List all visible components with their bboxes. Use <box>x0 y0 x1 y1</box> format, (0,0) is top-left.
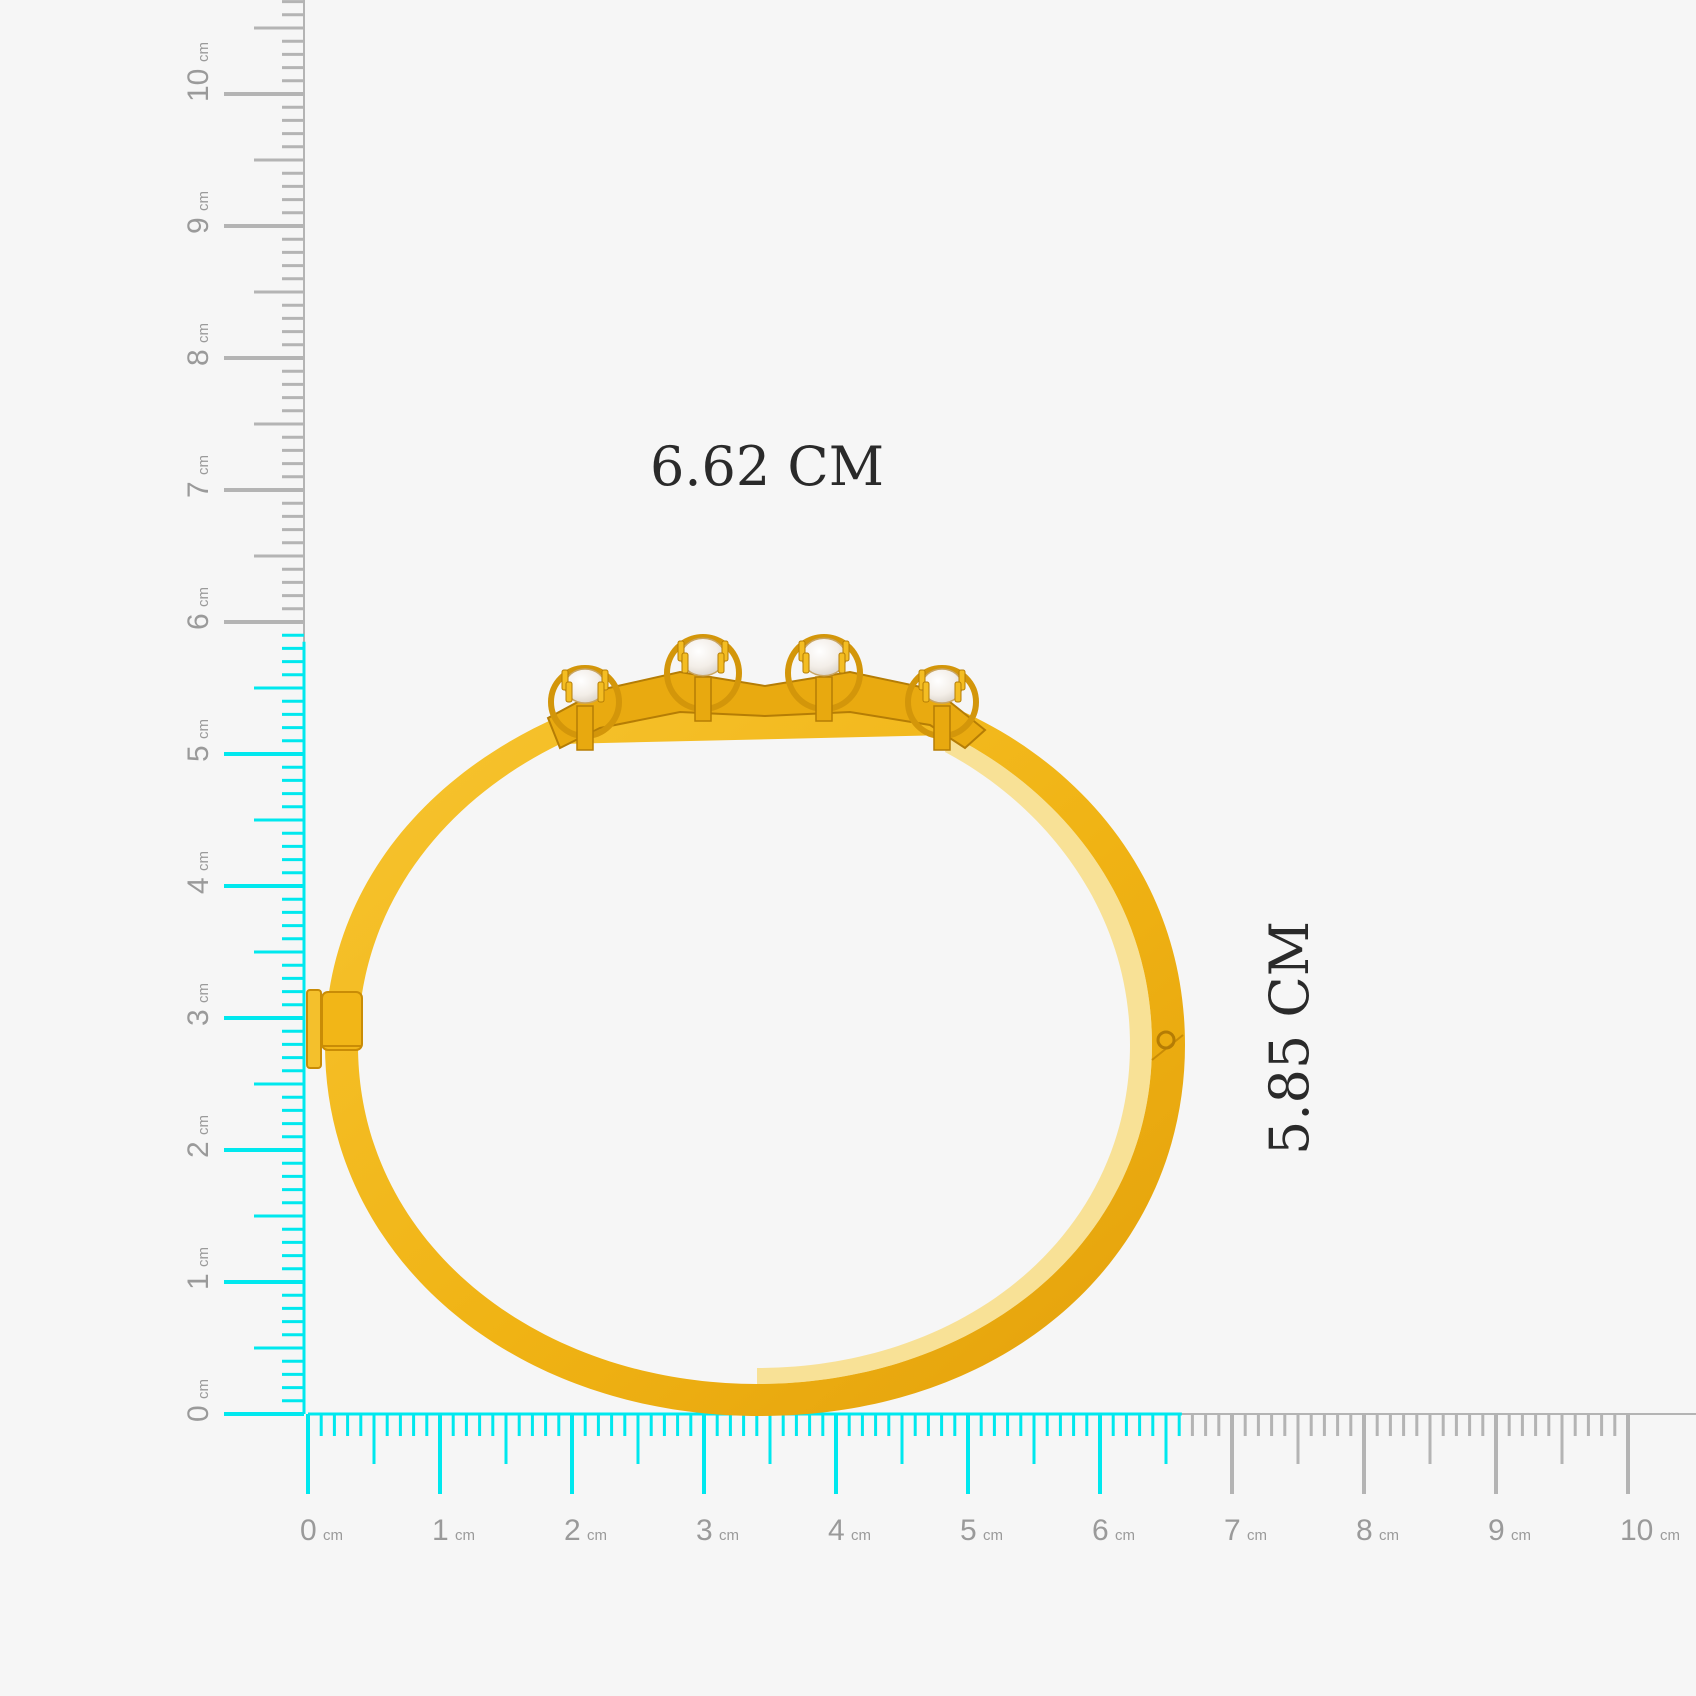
stone-prong <box>802 652 810 674</box>
vertical-ruler-number: 8 <box>182 349 215 366</box>
horizontal-ruler-number: 0 <box>300 1514 317 1547</box>
horizontal-ruler-number: 10 <box>1620 1514 1653 1547</box>
vertical-ruler-unit: cm <box>195 455 212 475</box>
horizontal-ruler-unit: cm <box>323 1527 343 1544</box>
vertical-ruler-number: 1 <box>182 1273 215 1290</box>
stone-prong <box>681 652 689 674</box>
horizontal-ruler-number: 6 <box>1092 1514 1109 1547</box>
clasp-tab <box>306 989 322 1069</box>
horizontal-ruler-unit: cm <box>851 1527 871 1544</box>
vertical-ruler-label: 10 cm <box>182 42 215 102</box>
vertical-ruler-unit: cm <box>195 983 212 1003</box>
stone-gallery <box>815 676 833 722</box>
horizontal-ruler-number: 1 <box>432 1514 449 1547</box>
vertical-ruler-label: 1 cm <box>182 1247 215 1290</box>
vertical-ruler-number: 5 <box>182 745 215 762</box>
vertical-ruler-number: 2 <box>182 1141 215 1158</box>
horizontal-ruler-number: 7 <box>1224 1514 1241 1547</box>
height-dimension-label: 5.85 CM <box>1258 920 1321 1156</box>
horizontal-ruler-unit: cm <box>1247 1527 1267 1544</box>
horizontal-ruler-number: 9 <box>1488 1514 1505 1547</box>
horizontal-ruler-unit: cm <box>1660 1527 1680 1544</box>
vertical-ruler-unit: cm <box>195 719 212 739</box>
vertical-ruler-unit: cm <box>195 1115 212 1135</box>
horizontal-ruler-number: 5 <box>960 1514 977 1547</box>
width-dimension-label: 6.62 CM <box>650 435 885 498</box>
stone-prong <box>838 652 846 674</box>
horizontal-ruler-unit: cm <box>1379 1527 1399 1544</box>
vertical-ruler-label: 4 cm <box>182 851 215 894</box>
vertical-ruler-unit: cm <box>195 1379 212 1399</box>
vertical-ruler-unit: cm <box>195 323 212 343</box>
horizontal-ruler-unit: cm <box>587 1527 607 1544</box>
stone-gallery <box>694 676 712 722</box>
vertical-ruler-unit: cm <box>195 587 212 607</box>
horizontal-ruler-unit: cm <box>719 1527 739 1544</box>
vertical-ruler-number: 0 <box>182 1405 215 1422</box>
hinge-pin <box>1156 1030 1176 1050</box>
vertical-ruler: 0 cm 1 cm 2 cm 3 cm 4 cm 5 cm 6 cm 7 cm 8 cm 9 cm 10 cm <box>182 0 306 1422</box>
vertical-ruler-label: 0 cm <box>182 1379 215 1422</box>
horizontal-ruler-unit: cm <box>1511 1527 1531 1544</box>
vertical-ruler-unit: cm <box>195 42 212 62</box>
vertical-ruler-label: 9 cm <box>182 191 215 234</box>
horizontal-ruler-unit: cm <box>1115 1527 1135 1544</box>
horizontal-ruler-unit: cm <box>455 1527 475 1544</box>
vertical-ruler-number: 10 <box>182 69 215 102</box>
stone-prong <box>717 652 725 674</box>
stone-prong <box>597 681 605 703</box>
vertical-ruler-label: 5 cm <box>182 719 215 762</box>
vertical-ruler-unit: cm <box>195 191 212 211</box>
stone-setting <box>546 634 987 751</box>
gold-bangle <box>306 634 1185 1416</box>
vertical-ruler-unit: cm <box>195 851 212 871</box>
vertical-ruler-label: 7 cm <box>182 455 215 498</box>
horizontal-ruler: 0 cm 1 cm 2 cm 3 cm 4 cm 5 cm 6 cm 7 cm 8 cm 9 cm 10 cm <box>300 1412 1696 1547</box>
stone-prong <box>922 681 930 703</box>
vertical-ruler-unit: cm <box>195 1247 212 1267</box>
horizontal-ruler-number: 8 <box>1356 1514 1373 1547</box>
vertical-ruler-number: 9 <box>182 217 215 234</box>
stone-gallery <box>933 705 951 751</box>
vertical-ruler-label: 8 cm <box>182 323 215 366</box>
clasp-box <box>321 991 363 1051</box>
vertical-ruler-number: 3 <box>182 1009 215 1026</box>
vertical-ruler-number: 6 <box>182 613 215 630</box>
vertical-ruler-label: 2 cm <box>182 1115 215 1158</box>
vertical-ruler-number: 7 <box>182 481 215 498</box>
stone-prong <box>954 681 962 703</box>
horizontal-ruler-unit: cm <box>983 1527 1003 1544</box>
vertical-ruler-number: 4 <box>182 877 215 894</box>
vertical-ruler-label: 6 cm <box>182 587 215 630</box>
horizontal-ruler-number: 4 <box>828 1514 845 1547</box>
stone-prong <box>565 681 573 703</box>
vertical-ruler-label: 3 cm <box>182 983 215 1026</box>
horizontal-ruler-number: 2 <box>564 1514 581 1547</box>
horizontal-ruler-number: 3 <box>696 1514 713 1547</box>
stone-gallery <box>576 705 594 751</box>
